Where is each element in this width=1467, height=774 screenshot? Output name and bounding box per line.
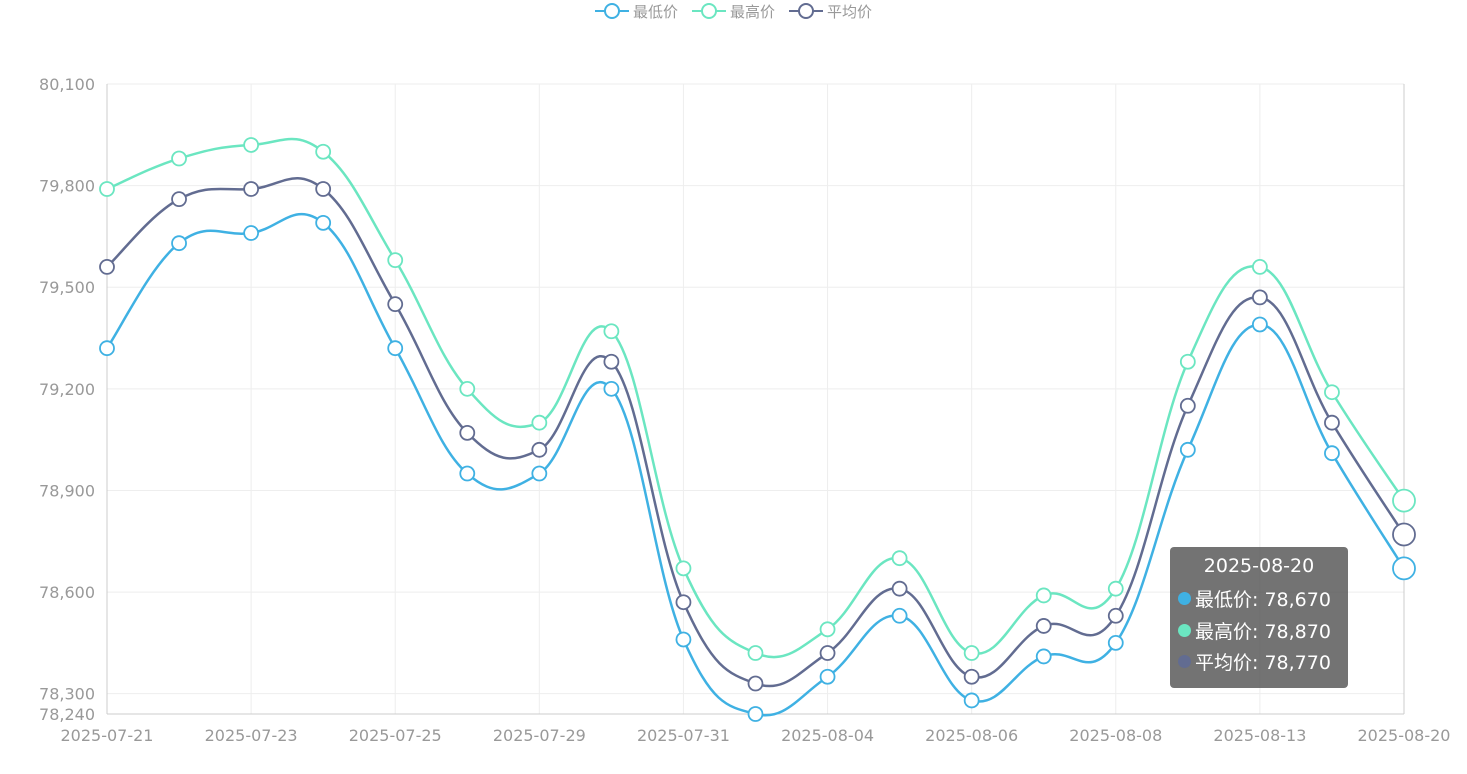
data-point (819, 645, 836, 661)
series-dot-icon (1178, 623, 1191, 637)
data-point (99, 181, 115, 197)
x-tick-label: 2025-08-04 (781, 726, 874, 745)
data-point (603, 323, 620, 340)
data-point (459, 380, 476, 397)
tooltip-row-min: 最低价: 78,670 (1178, 583, 1340, 615)
data-point (747, 675, 764, 692)
x-tick-label: 2025-07-29 (493, 726, 586, 745)
data-point (1035, 648, 1052, 665)
data-point (819, 621, 836, 638)
y-tick-label: 79,800 (39, 177, 95, 196)
data-point (963, 668, 980, 685)
data-point (315, 181, 332, 197)
legend-label: 最高价 (729, 2, 775, 21)
data-point (675, 594, 692, 611)
y-tick-label: 79,500 (39, 278, 95, 297)
data-point (531, 441, 548, 458)
data-point (1107, 634, 1124, 651)
y-tick-label: 79,200 (39, 380, 95, 399)
legend-label: 平均价 (827, 2, 873, 21)
data-point (531, 465, 548, 482)
data-point (603, 353, 620, 370)
data-point (171, 191, 187, 208)
y-tick-label: 78,600 (39, 583, 95, 602)
data-point (891, 607, 908, 624)
data-point (459, 465, 476, 482)
data-point (99, 259, 115, 275)
data-point (1324, 384, 1340, 401)
data-point (1392, 522, 1416, 547)
legend-line-marker-icon (789, 3, 823, 19)
x-tick-label: 2025-08-06 (925, 726, 1018, 745)
data-point (387, 252, 404, 269)
data-point (1035, 587, 1052, 604)
y-tick-label: 78,300 (39, 685, 95, 704)
y-tick-label: 78,900 (39, 481, 95, 500)
data-point (171, 150, 187, 167)
data-point (1392, 556, 1416, 581)
data-point (1107, 607, 1124, 624)
x-tick-label: 2025-08-13 (1213, 726, 1306, 745)
tooltip-row-label: 平均价: 78,770 (1195, 652, 1331, 675)
tooltip-date: 2025-08-20 (1203, 555, 1315, 577)
x-tick-label: 2025-07-25 (349, 726, 442, 745)
data-point (171, 235, 187, 252)
data-point (459, 424, 476, 441)
data-points (99, 137, 1416, 722)
tooltip-row-label: 最低价: 78,670 (1195, 589, 1331, 612)
tooltip-row-max: 最高价: 78,870 (1178, 615, 1340, 647)
tooltip: 2025-08-20 最低价: 78,670 最高价: 78,870 平均价: … (1170, 547, 1348, 688)
data-point (387, 296, 404, 313)
data-point (747, 645, 764, 661)
data-point (747, 706, 764, 722)
data-point (1107, 580, 1124, 597)
data-point (315, 214, 332, 231)
data-point (315, 143, 332, 160)
data-point (1179, 441, 1196, 458)
legend-line-marker-icon (691, 3, 726, 19)
tooltip-row-label: 最高价: 78,870 (1195, 620, 1331, 643)
data-point (243, 137, 260, 153)
data-point (531, 414, 548, 431)
data-point (1324, 445, 1340, 462)
legend-item-max[interactable]: 最高价 (691, 1, 775, 22)
data-point (1251, 289, 1268, 306)
data-point (891, 550, 908, 567)
series-dot-icon (1178, 592, 1191, 606)
legend-item-avg[interactable]: 平均价 (789, 1, 872, 22)
data-point (819, 668, 836, 685)
series-dot-icon (1178, 655, 1191, 669)
data-point (963, 692, 980, 709)
data-point (243, 181, 260, 197)
x-tick-label: 2025-08-20 (1358, 726, 1451, 745)
data-point (1179, 353, 1196, 370)
x-tick-label: 2025-08-08 (1069, 726, 1162, 745)
legend: 最低价 最高价 平均价 (0, 0, 1467, 24)
legend-line-marker-icon (594, 3, 629, 19)
x-tick-label: 2025-07-21 (61, 726, 154, 745)
data-point (1251, 259, 1268, 275)
data-point (1179, 397, 1196, 414)
data-point (99, 340, 115, 357)
data-point (1324, 414, 1340, 431)
data-point (675, 560, 692, 577)
data-point (1035, 618, 1052, 634)
data-point (603, 380, 620, 397)
data-point (387, 340, 404, 357)
data-point (963, 645, 980, 661)
legend-label: 最低价 (632, 2, 678, 21)
data-point (1251, 316, 1268, 333)
x-tick-label: 2025-07-31 (637, 726, 730, 745)
y-tick-label: 78,240 (39, 705, 95, 724)
data-point (891, 580, 908, 597)
data-point (243, 225, 260, 241)
x-tick-label: 2025-07-23 (205, 726, 298, 745)
data-point (1392, 488, 1416, 513)
y-tick-label: 80,100 (39, 75, 95, 94)
tooltip-row-avg: 平均价: 78,770 (1178, 646, 1340, 678)
data-point (675, 631, 692, 648)
legend-item-min[interactable]: 最低价 (594, 1, 678, 22)
